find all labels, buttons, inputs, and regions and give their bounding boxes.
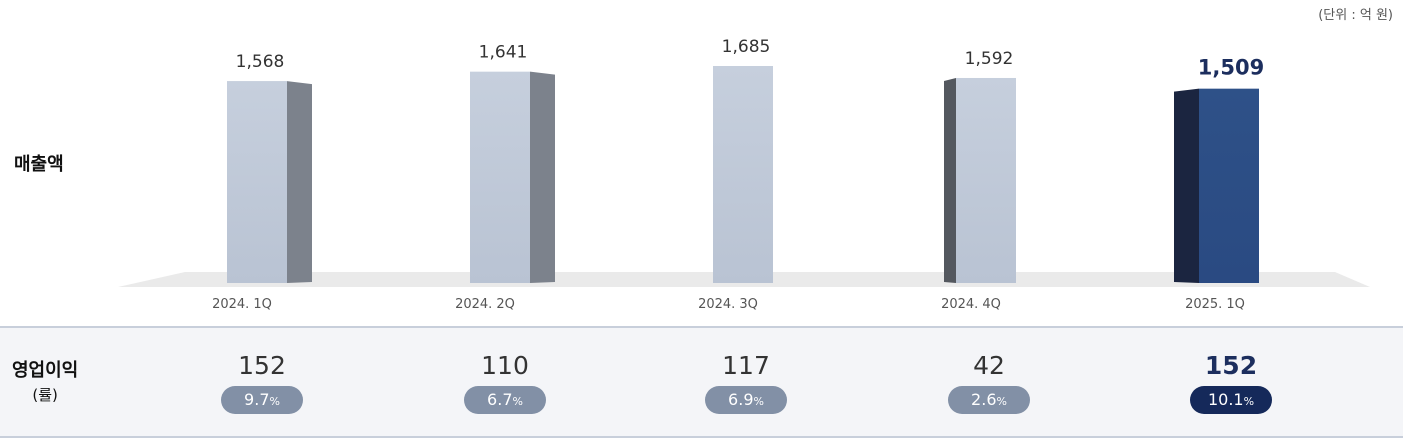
x-axis-category-label: 2024. 4Q [941,297,1001,312]
bar-value-label: 1,509 [1198,56,1264,80]
op-rate-badge: 2.6% [948,386,1030,414]
bar-side-face [530,71,555,283]
op-column-3: 117 6.9% [666,350,826,414]
op-value: 152 [238,351,286,380]
bar-value-label: 1,568 [236,52,285,72]
bar-side-face [944,77,956,283]
op-value-highlight: 152 [1204,351,1258,380]
op-column-5: 152 10.1% [1151,350,1311,414]
op-value: 110 [481,351,529,380]
x-axis-category-label: 2024. 3Q [698,297,758,312]
bar [956,77,1016,283]
revenue-bar-chart: 1,568 2024. 1Q 1,641 2024. 2Q 1,685 2024. 3Q 1… [118,37,1370,312]
x-axis-category-label: 2024. 2Q [455,297,515,312]
op-rate-badge: 9.7% [221,386,303,414]
bar-side-face [1174,88,1199,283]
operating-profit-panel: 영업이익 (률) 152 9.7% 110 6.7% 117 6.9% 42 2… [0,326,1403,438]
bar-value-label: 1,641 [479,43,528,63]
bar [227,81,287,283]
bar-value-label: 1,592 [965,49,1014,69]
unit-label: (단위 : 억 원) [1318,8,1393,23]
op-value: 117 [722,351,770,380]
bar-highlight [1199,88,1259,283]
bar-side-face [287,81,312,283]
op-rate-badge-highlight: 10.1% [1190,386,1272,414]
bar [470,71,530,283]
x-axis-category-label: 2025. 1Q [1185,297,1245,312]
revenue-row-label: 매출액 [14,154,64,175]
operating-profit-rate-title: (률) [32,386,58,404]
op-rate-badge: 6.9% [705,386,787,414]
op-rate-badge: 6.7% [464,386,546,414]
bar [713,66,773,283]
bar-value-label: 1,685 [722,37,771,57]
op-column-4: 42 2.6% [909,350,1069,414]
x-axis-category-label: 2024. 1Q [212,297,272,312]
operating-profit-title: 영업이익 [12,360,79,381]
operating-profit-label: 영업이익 (률) [12,356,78,405]
op-column-2: 110 6.7% [425,350,585,414]
op-value: 42 [973,351,1005,380]
op-column-1: 152 9.7% [182,350,342,414]
